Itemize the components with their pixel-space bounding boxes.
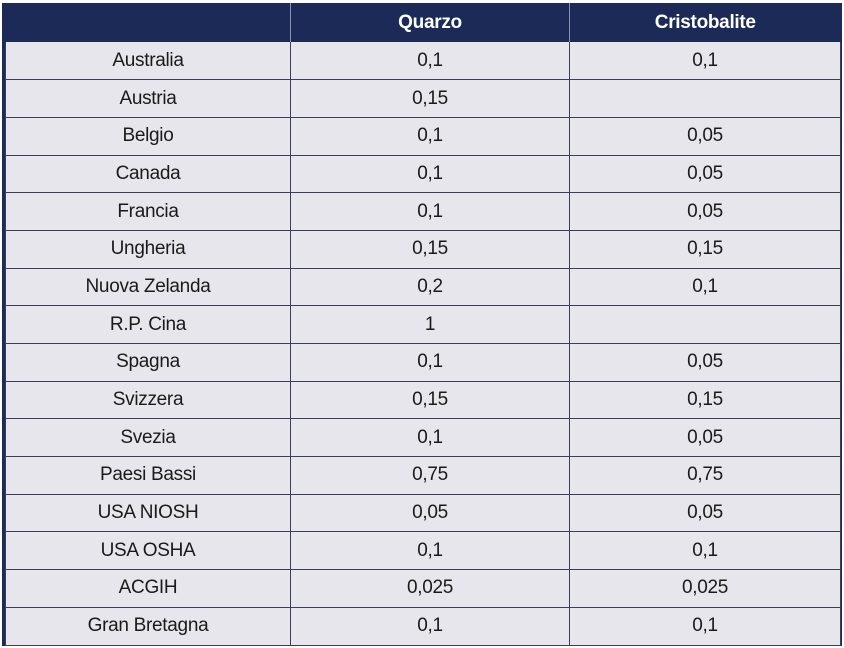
quarzo-cell: 0,1 — [290, 116, 570, 156]
cristobalite-cell: 0,1 — [569, 42, 841, 81]
table-row: Spagna 0,1 0,05 — [5, 343, 841, 382]
quarzo-cell: 0,025 — [290, 569, 570, 608]
cristobalite-cell: 0,05 — [569, 116, 841, 156]
country-cell: Paesi Bassi — [5, 456, 291, 495]
quarzo-cell: 0,15 — [290, 229, 570, 269]
quarzo-cell: 0,05 — [290, 493, 570, 533]
cristobalite-cell: 0,1 — [569, 531, 841, 571]
quarzo-cell: 0,1 — [290, 154, 570, 194]
quarzo-cell: 0,1 — [290, 418, 570, 458]
table-body: Australia 0,1 0,1 Austria 0,15 Belgio 0,1 0,05 C… — [5, 42, 841, 646]
header-quarzo: Quarzo — [290, 3, 570, 42]
header-row: Quarzo Cristobalite — [5, 3, 841, 42]
header-cristobalite: Cristobalite — [569, 3, 841, 42]
quarzo-cell: 0,1 — [290, 192, 570, 231]
exposure-limits-table-container: Quarzo Cristobalite Australia 0,1 0,1 Austr… — [2, 3, 842, 646]
country-cell: Belgio — [5, 116, 291, 156]
table-row: Canada 0,1 0,05 — [5, 154, 841, 194]
cristobalite-cell: 0,05 — [569, 418, 841, 458]
quarzo-cell: 0,75 — [290, 456, 570, 495]
table-row: Svizzera 0,15 0,15 — [5, 380, 841, 420]
quarzo-cell: 0,1 — [290, 343, 570, 382]
table-row: R.P. Cina 1 — [5, 305, 841, 344]
country-cell: Australia — [5, 42, 291, 81]
table-row: Svezia 0,1 0,05 — [5, 418, 841, 458]
table-row: Belgio 0,1 0,05 — [5, 116, 841, 156]
exposure-limits-table: Quarzo Cristobalite Australia 0,1 0,1 Austr… — [5, 3, 841, 646]
table-row: USA OSHA 0,1 0,1 — [5, 531, 841, 571]
table-row: Gran Bretagna 0,1 0,1 — [5, 606, 841, 646]
table-row: Australia 0,1 0,1 — [5, 42, 841, 81]
cristobalite-cell: 0,05 — [569, 343, 841, 382]
cristobalite-cell: 0,75 — [569, 456, 841, 495]
country-cell: Spagna — [5, 343, 291, 382]
quarzo-cell: 0,1 — [290, 531, 570, 571]
header-country — [5, 3, 291, 42]
cristobalite-cell: 0,05 — [569, 154, 841, 194]
quarzo-cell: 1 — [290, 305, 570, 344]
cristobalite-cell: 0,025 — [569, 569, 841, 608]
country-cell: Canada — [5, 154, 291, 194]
quarzo-cell: 0,15 — [290, 380, 570, 420]
country-cell: Francia — [5, 192, 291, 231]
table-row: Ungheria 0,15 0,15 — [5, 229, 841, 269]
table-row: Austria 0,15 — [5, 79, 841, 118]
quarzo-cell: 0,15 — [290, 79, 570, 118]
country-cell: Gran Bretagna — [5, 606, 291, 646]
country-cell: Nuova Zelanda — [5, 267, 291, 307]
country-cell: USA NIOSH — [5, 493, 291, 533]
country-cell: Ungheria — [5, 229, 291, 269]
cristobalite-cell: 0,1 — [569, 267, 841, 307]
table-row: Francia 0,1 0,05 — [5, 192, 841, 231]
country-cell: R.P. Cina — [5, 305, 291, 344]
quarzo-cell: 0,2 — [290, 267, 570, 307]
cristobalite-cell — [569, 79, 841, 118]
quarzo-cell: 0,1 — [290, 606, 570, 646]
country-cell: Svezia — [5, 418, 291, 458]
country-cell: ACGIH — [5, 569, 291, 608]
table-header: Quarzo Cristobalite — [5, 3, 841, 42]
cristobalite-cell: 0,1 — [569, 606, 841, 646]
table-row: USA NIOSH 0,05 0,05 — [5, 493, 841, 533]
cristobalite-cell: 0,15 — [569, 229, 841, 269]
country-cell: Austria — [5, 79, 291, 118]
cristobalite-cell: 0,05 — [569, 192, 841, 231]
table-row: ACGIH 0,025 0,025 — [5, 569, 841, 608]
quarzo-cell: 0,1 — [290, 42, 570, 81]
cristobalite-cell: 0,15 — [569, 380, 841, 420]
table-row: Paesi Bassi 0,75 0,75 — [5, 456, 841, 495]
cristobalite-cell: 0,05 — [569, 493, 841, 533]
country-cell: Svizzera — [5, 380, 291, 420]
table-row: Nuova Zelanda 0,2 0,1 — [5, 267, 841, 307]
country-cell: USA OSHA — [5, 531, 291, 571]
cristobalite-cell — [569, 305, 841, 344]
